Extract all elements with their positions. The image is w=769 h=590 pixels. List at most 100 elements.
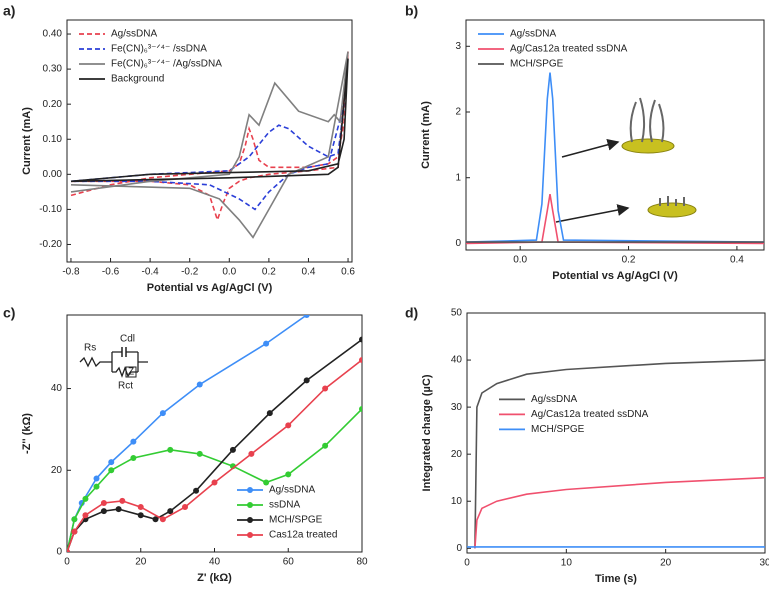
data-point bbox=[196, 381, 203, 388]
y-tick-label: 50 bbox=[451, 308, 463, 319]
x-axis-label: Z' (kΩ) bbox=[197, 572, 232, 584]
data-point bbox=[266, 410, 273, 417]
panel-label: d) bbox=[405, 305, 418, 321]
circuit-label: Cdl bbox=[120, 334, 135, 345]
data-point bbox=[193, 487, 200, 494]
data-point bbox=[82, 512, 89, 519]
x-axis-label: Time (s) bbox=[595, 573, 637, 585]
plot-area bbox=[467, 359, 765, 549]
data-point bbox=[182, 504, 188, 511]
data-point bbox=[167, 508, 174, 515]
legend-marker bbox=[247, 487, 253, 493]
data-point bbox=[115, 506, 122, 513]
y-tick-label: 0 bbox=[456, 543, 462, 554]
data-point bbox=[248, 450, 255, 457]
x-tick-label: -0.8 bbox=[62, 267, 80, 278]
series-line bbox=[466, 193, 764, 245]
y-tick-label: 0.10 bbox=[43, 134, 63, 145]
electrode bbox=[647, 202, 697, 218]
plot-area bbox=[70, 51, 349, 239]
data-point bbox=[130, 438, 137, 445]
y-tick-label: 40 bbox=[451, 355, 463, 366]
legend-marker bbox=[247, 532, 253, 538]
dna-fragments bbox=[659, 196, 685, 206]
data-point bbox=[137, 512, 144, 519]
y-tick-label: 3 bbox=[455, 41, 461, 52]
data-point bbox=[108, 467, 115, 474]
data-point bbox=[71, 516, 78, 523]
data-point bbox=[322, 442, 329, 449]
y-tick-label: 0.20 bbox=[43, 99, 63, 110]
y-tick-label: 0 bbox=[56, 547, 62, 558]
series-line bbox=[466, 72, 764, 243]
x-tick-label: 0.4 bbox=[302, 267, 316, 278]
electrode bbox=[621, 138, 675, 154]
data-point bbox=[285, 471, 292, 478]
data-point bbox=[285, 422, 292, 429]
y-tick-label: 0.30 bbox=[43, 64, 63, 75]
data-point bbox=[137, 504, 144, 511]
arrow bbox=[555, 204, 630, 223]
data-point bbox=[100, 508, 107, 515]
x-tick-label: 0 bbox=[464, 558, 470, 569]
x-tick-label: 0.4 bbox=[730, 255, 744, 266]
data-point bbox=[71, 528, 78, 535]
x-tick-label: -0.4 bbox=[142, 267, 160, 278]
y-tick-label: 0 bbox=[455, 238, 461, 249]
legend-label: Fe(CN)₆³⁻ᐟ⁴⁻ /ssDNA bbox=[111, 44, 207, 55]
plot-frame bbox=[66, 19, 353, 263]
data-point bbox=[359, 405, 362, 412]
data-point bbox=[303, 315, 310, 318]
x-tick-label: 0.2 bbox=[262, 267, 276, 278]
circuit-label: Z bbox=[128, 367, 134, 378]
data-point bbox=[263, 340, 270, 347]
legend-label: Background bbox=[111, 74, 164, 85]
data-point bbox=[322, 385, 329, 392]
plot-area bbox=[67, 315, 362, 552]
data-point bbox=[93, 475, 100, 482]
y-tick-label: 1 bbox=[455, 172, 461, 183]
x-tick-label: -0.2 bbox=[181, 267, 199, 278]
y-axis-label: Integrated charge (µC) bbox=[421, 374, 433, 491]
illustration bbox=[555, 97, 697, 223]
dna-strands bbox=[629, 97, 665, 143]
y-tick-label: 20 bbox=[51, 465, 63, 476]
y-tick-label: 2 bbox=[455, 107, 461, 118]
legend-label: Ag/Cas12a treated ssDNA bbox=[531, 409, 649, 420]
panel-label: b) bbox=[405, 3, 418, 19]
circuit-label: Rs bbox=[84, 343, 96, 354]
series-line bbox=[70, 51, 349, 239]
x-tick-label: 0.0 bbox=[222, 267, 236, 278]
data-point bbox=[119, 497, 126, 504]
data-point bbox=[82, 495, 89, 502]
y-tick-label: -0.20 bbox=[39, 239, 62, 250]
data-point bbox=[100, 499, 107, 506]
legend-marker bbox=[247, 517, 253, 523]
x-tick-label: 20 bbox=[660, 558, 672, 569]
x-tick-label: 30 bbox=[759, 558, 769, 569]
legend-label: Ag/Cas12a treated ssDNA bbox=[510, 44, 628, 55]
impedance-box bbox=[125, 366, 137, 378]
legend-label: MCH/SPGE bbox=[269, 515, 323, 526]
plot-frame bbox=[466, 312, 766, 554]
plot-frame bbox=[465, 19, 765, 251]
y-axis-label: Current (mA) bbox=[420, 101, 432, 169]
legend-label: Fe(CN)₆³⁻ᐟ⁴⁻ /Ag/ssDNA bbox=[111, 59, 222, 70]
panel-label: a) bbox=[3, 3, 15, 19]
x-tick-label: 0.0 bbox=[513, 255, 527, 266]
y-tick-label: 40 bbox=[51, 383, 63, 394]
y-tick-label: 20 bbox=[451, 449, 463, 460]
panel-label: c) bbox=[3, 305, 15, 321]
plot-area bbox=[466, 72, 764, 245]
x-tick-label: 0.6 bbox=[341, 267, 355, 278]
x-tick-label: 0 bbox=[64, 557, 70, 568]
arrow bbox=[561, 138, 620, 158]
legend-label: Ag/ssDNA bbox=[111, 29, 157, 40]
x-axis-label: Potential vs Ag/AgCl (V) bbox=[147, 282, 273, 294]
circuit-label: Rct bbox=[118, 381, 133, 392]
x-tick-label: 60 bbox=[283, 557, 295, 568]
data-point bbox=[152, 516, 159, 523]
legend-label: Ag/ssDNA bbox=[269, 485, 315, 496]
